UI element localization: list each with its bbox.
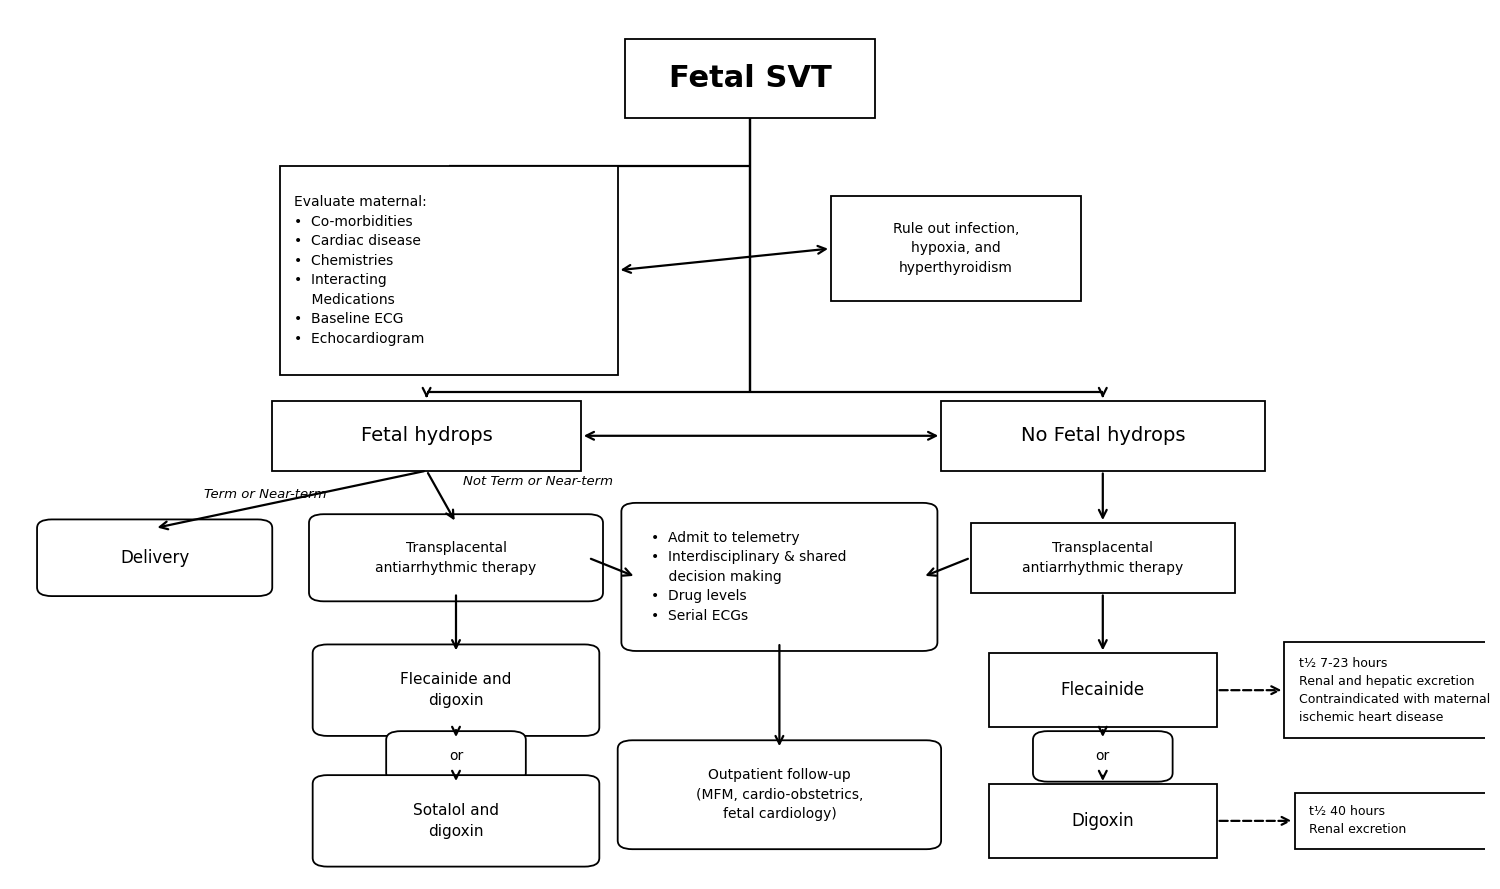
- FancyBboxPatch shape: [618, 741, 940, 849]
- Text: Transplacental
antiarrhythmic therapy: Transplacental antiarrhythmic therapy: [1022, 541, 1184, 574]
- Text: t½ 40 hours
Renal excretion: t½ 40 hours Renal excretion: [1310, 805, 1407, 837]
- Text: •  Admit to telemetry
•  Interdisciplinary & shared
    decision making
•  Drug : • Admit to telemetry • Interdisciplinary…: [651, 531, 846, 623]
- Text: Flecainide: Flecainide: [1060, 681, 1144, 699]
- Text: Delivery: Delivery: [120, 549, 189, 567]
- FancyBboxPatch shape: [831, 196, 1082, 300]
- Text: Not Term or Near-term: Not Term or Near-term: [464, 475, 614, 488]
- Text: Rule out infection,
hypoxia, and
hyperthyroidism: Rule out infection, hypoxia, and hyperth…: [892, 222, 1019, 275]
- Text: Term or Near-term: Term or Near-term: [204, 488, 326, 501]
- Text: Sotalol and
digoxin: Sotalol and digoxin: [413, 803, 500, 839]
- FancyBboxPatch shape: [309, 514, 603, 601]
- FancyBboxPatch shape: [940, 401, 1264, 470]
- FancyBboxPatch shape: [621, 503, 938, 651]
- Text: t½ 7-23 hours
Renal and hepatic excretion
Contraindicated with maternal
ischemic: t½ 7-23 hours Renal and hepatic excretio…: [1299, 657, 1491, 724]
- FancyBboxPatch shape: [312, 775, 600, 867]
- Text: No Fetal hydrops: No Fetal hydrops: [1020, 427, 1185, 445]
- FancyBboxPatch shape: [38, 519, 273, 597]
- Text: or: or: [1095, 749, 1110, 764]
- Text: Flecainide and
digoxin: Flecainide and digoxin: [400, 672, 512, 709]
- FancyBboxPatch shape: [273, 401, 580, 470]
- Text: Fetal SVT: Fetal SVT: [669, 64, 831, 93]
- FancyBboxPatch shape: [626, 39, 874, 117]
- Text: Fetal hydrops: Fetal hydrops: [360, 427, 492, 445]
- FancyBboxPatch shape: [970, 523, 1234, 593]
- FancyBboxPatch shape: [386, 731, 526, 781]
- FancyBboxPatch shape: [988, 653, 1216, 727]
- FancyBboxPatch shape: [279, 165, 618, 375]
- Text: Evaluate maternal:
•  Co-morbidities
•  Cardiac disease
•  Chemistries
•  Intera: Evaluate maternal: • Co-morbidities • Ca…: [294, 195, 427, 346]
- FancyBboxPatch shape: [1034, 731, 1173, 781]
- FancyBboxPatch shape: [312, 645, 600, 736]
- FancyBboxPatch shape: [1294, 793, 1500, 849]
- Text: Transplacental
antiarrhythmic therapy: Transplacental antiarrhythmic therapy: [375, 541, 537, 574]
- FancyBboxPatch shape: [1284, 642, 1500, 738]
- Text: Digoxin: Digoxin: [1071, 812, 1134, 829]
- Text: Outpatient follow-up
(MFM, cardio-obstetrics,
fetal cardiology): Outpatient follow-up (MFM, cardio-obstet…: [696, 768, 862, 821]
- FancyBboxPatch shape: [988, 784, 1216, 858]
- Text: or: or: [448, 749, 464, 764]
